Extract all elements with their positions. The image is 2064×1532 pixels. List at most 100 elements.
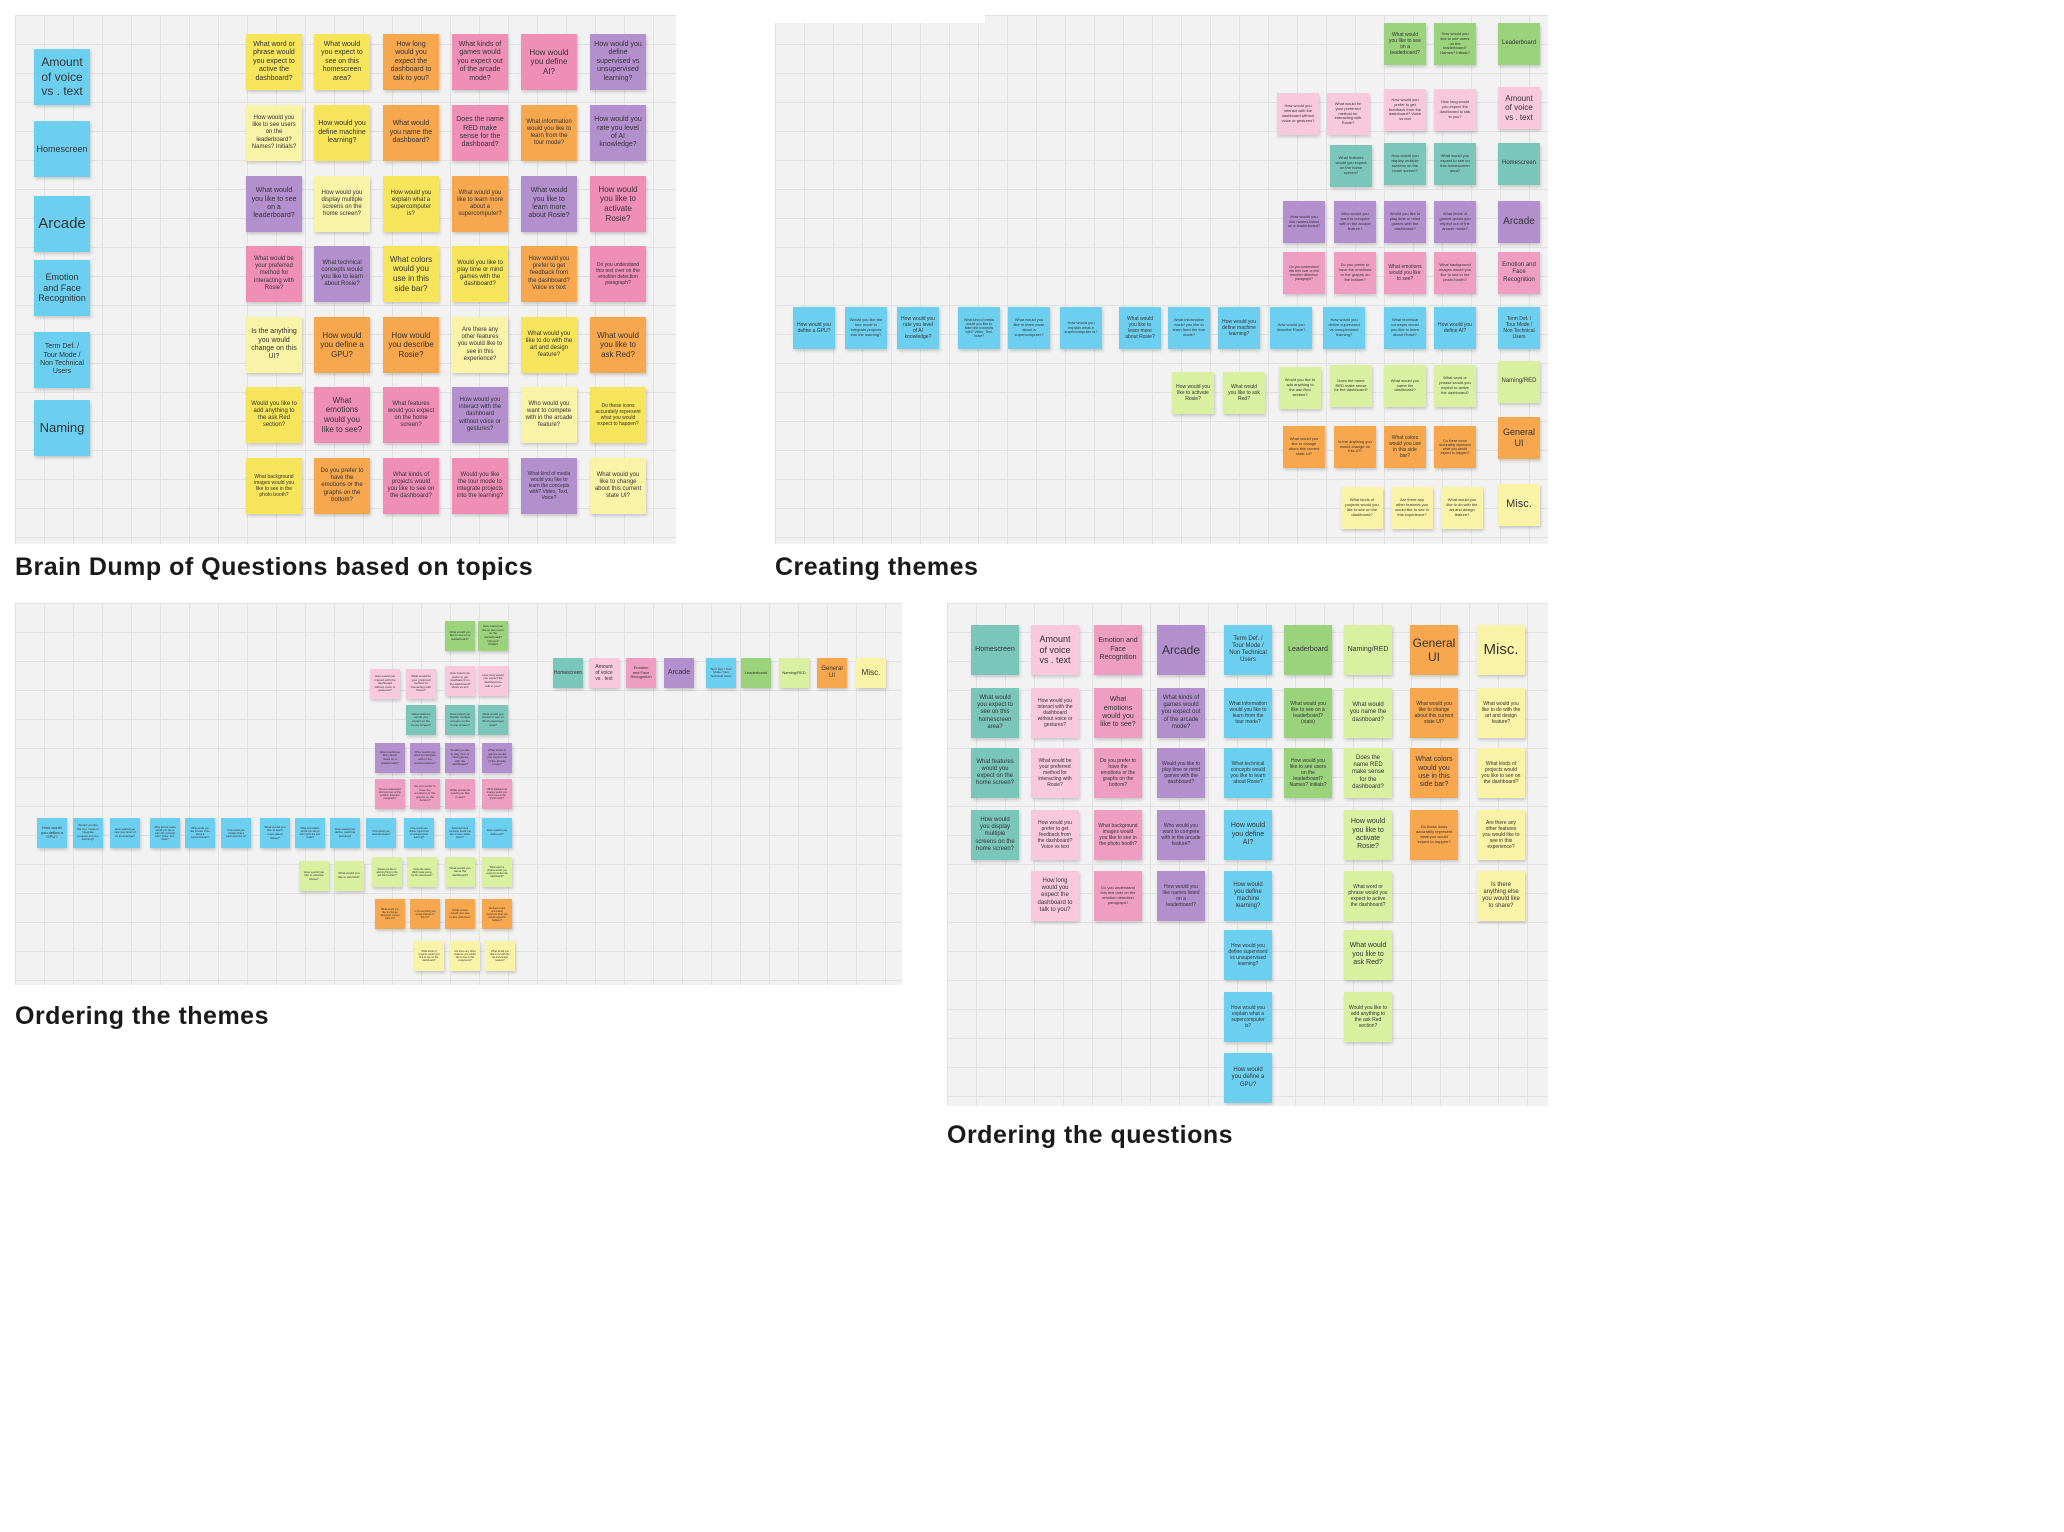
sticky-note[interactable]: How would you explain what a supercomput… <box>221 818 251 848</box>
sticky-note-topic[interactable]: Arcade <box>1157 625 1205 675</box>
sticky-note[interactable]: How would you like to activate Rosie? <box>1344 810 1392 860</box>
sticky-note[interactable]: What background images would you like to… <box>1434 252 1476 294</box>
sticky-note[interactable]: Would you like to play time or mind game… <box>452 246 508 302</box>
sticky-note[interactable]: Would you like to add anything to the as… <box>1279 367 1321 409</box>
sticky-note[interactable]: How would you explain what a supercomput… <box>383 176 439 232</box>
sticky-note[interactable]: Are there any other features you would l… <box>1477 810 1525 860</box>
sticky-note[interactable]: How would you prefer to get feedback fro… <box>1384 89 1426 131</box>
sticky-note[interactable]: What kind of media would you like to lea… <box>958 307 1000 349</box>
sticky-note-topic[interactable]: General UI <box>817 658 847 688</box>
sticky-note[interactable]: What would you like to see on a leaderbo… <box>1384 23 1426 65</box>
sticky-note[interactable]: What background images would you like to… <box>246 458 302 514</box>
sticky-note[interactable]: How would you define AI? <box>521 34 577 90</box>
sticky-note[interactable]: What would you like to change about this… <box>1410 688 1458 738</box>
sticky-note[interactable]: What information would you like to learn… <box>1224 688 1272 738</box>
sticky-note-topic[interactable]: Amount of voice vs . text <box>589 658 619 688</box>
sticky-note[interactable]: What technical concepts would you like t… <box>445 818 475 848</box>
sticky-note[interactable]: What would you like to do with the art a… <box>1441 487 1483 529</box>
sticky-note[interactable]: How would you like names listed on a lea… <box>1157 871 1205 921</box>
sticky-note[interactable]: What would you like to ask Red? <box>334 861 364 891</box>
sticky-note[interactable]: How would you define supervised vs unsup… <box>404 818 434 848</box>
sticky-note[interactable]: Do these icons accurately represent what… <box>1434 426 1476 468</box>
sticky-note[interactable]: What kinds of projects would you like to… <box>414 941 444 971</box>
sticky-note-topic[interactable]: Amount of voice vs . text <box>1031 625 1079 675</box>
sticky-note[interactable]: Would you like to play time or mind game… <box>1384 201 1426 243</box>
sticky-note[interactable]: What would you like to do with the art a… <box>521 317 577 373</box>
sticky-note[interactable]: How would you define a GPU? <box>1224 1053 1272 1103</box>
sticky-note[interactable]: What features would you expect on the ho… <box>1330 145 1372 187</box>
sticky-note[interactable]: Do you understand this text over on the … <box>1094 871 1142 921</box>
sticky-note[interactable]: How would you rate you level of AI knowl… <box>110 818 140 848</box>
sticky-note[interactable]: How would you display multiple screens o… <box>314 176 370 232</box>
sticky-note[interactable]: How would you define machine learning? <box>314 105 370 161</box>
sticky-note[interactable]: How would you display multiple screens o… <box>445 705 475 735</box>
sticky-note-topic[interactable]: General UI <box>1410 625 1458 675</box>
sticky-note-topic[interactable]: Homescreen <box>34 121 90 177</box>
sticky-note[interactable]: Would you like to add anything to the as… <box>1344 992 1392 1042</box>
sticky-note[interactable]: What would you like to learn more about … <box>521 176 577 232</box>
sticky-note-topic[interactable]: Leaderboard <box>741 658 771 688</box>
sticky-note[interactable]: How would you like to activate Rosie? <box>590 176 646 232</box>
sticky-note[interactable]: What kind of media would you like to lea… <box>150 818 180 848</box>
sticky-note[interactable]: How long would you expect the dashboard … <box>478 666 508 696</box>
sticky-note[interactable]: Do you prefer to have the emotions or th… <box>1094 748 1142 798</box>
sticky-note[interactable]: How would you define a GPU? <box>314 317 370 373</box>
sticky-note[interactable]: Is there anything else you would like to… <box>1477 871 1525 921</box>
sticky-note[interactable]: How would you like to see users on the l… <box>1284 748 1332 798</box>
sticky-note[interactable]: What kinds of projects would you like to… <box>1341 487 1383 529</box>
sticky-note[interactable]: How would you interact with the dashboar… <box>452 387 508 443</box>
sticky-note[interactable]: How would you like to see users on the l… <box>246 105 302 161</box>
sticky-note[interactable]: Is the anything you would change on this… <box>410 899 440 929</box>
sticky-note[interactable]: What would be your preferred method for … <box>1327 93 1369 135</box>
sticky-note[interactable]: What information would you like to learn… <box>295 818 325 848</box>
sticky-note[interactable]: How long would you expect the dashboard … <box>1434 89 1476 131</box>
sticky-note-topic[interactable]: Homescreen <box>971 625 1019 675</box>
sticky-note[interactable]: How would you define machine learning? <box>1218 307 1260 349</box>
sticky-note[interactable]: Would you like to add anything to the as… <box>372 857 402 887</box>
sticky-note[interactable]: Do you understand this text over on the … <box>1283 252 1325 294</box>
sticky-note[interactable]: How would you describe Rosie? <box>383 317 439 373</box>
sticky-note[interactable]: Do these icons accurately represent what… <box>590 387 646 443</box>
sticky-note[interactable]: What features would you expect on the ho… <box>406 705 436 735</box>
sticky-note-topic[interactable]: Term Def. / Tour Mode / Non Technical Us… <box>34 332 90 388</box>
sticky-note[interactable]: How would you define supervised vs unsup… <box>1323 307 1365 349</box>
sticky-note[interactable]: How would you define supervised vs unsup… <box>590 34 646 90</box>
sticky-note[interactable]: What emotions would you like to see? <box>445 779 475 809</box>
sticky-note[interactable]: Do these icons accurately represent what… <box>482 899 512 929</box>
sticky-note[interactable]: What word or phrase would you expect to … <box>1344 871 1392 921</box>
sticky-note-topic[interactable]: Leaderboard <box>1284 625 1332 675</box>
sticky-note[interactable]: What kinds of projects would you like to… <box>383 458 439 514</box>
sticky-note[interactable]: Are there any other features you would l… <box>1391 487 1433 529</box>
sticky-note-topic[interactable]: Naming/RED <box>1344 625 1392 675</box>
sticky-note[interactable]: How would you rate you level of AI knowl… <box>897 307 939 349</box>
sticky-note[interactable]: What would you name the dashboard? <box>383 105 439 161</box>
sticky-note-topic[interactable]: Naming <box>34 400 90 456</box>
sticky-note[interactable]: What technical concepts would you like t… <box>1224 748 1272 798</box>
sticky-note[interactable]: What would you like to learn more about … <box>185 818 215 848</box>
sticky-note[interactable]: How would you like to see users on the l… <box>478 621 508 651</box>
sticky-note[interactable]: How would you prefer to get feedback fro… <box>521 246 577 302</box>
sticky-note[interactable]: What kinds of games would you expect out… <box>1434 201 1476 243</box>
sticky-note[interactable]: Who would you want to compete with in th… <box>1157 810 1205 860</box>
sticky-note[interactable]: What colors would you use in this side b… <box>1410 748 1458 798</box>
sticky-note[interactable]: Do you prefer to have the emotions or th… <box>1334 252 1376 294</box>
sticky-note[interactable]: What colors would you use in this side b… <box>383 246 439 302</box>
sticky-note[interactable]: How would you interact with the dashboar… <box>1031 688 1079 738</box>
sticky-note[interactable]: What information would you like to learn… <box>1168 307 1210 349</box>
sticky-note[interactable]: What kinds of projects would you like to… <box>1477 748 1525 798</box>
sticky-note[interactable]: What would you like to change about this… <box>590 458 646 514</box>
sticky-note-topic[interactable]: Amount of voice vs . text <box>34 49 90 105</box>
sticky-note-topic[interactable]: Emotion and Face Recognition <box>626 658 656 688</box>
sticky-note[interactable]: How would you like to activate Rosie? <box>299 861 329 891</box>
sticky-note-topic[interactable]: Naming/RED <box>779 658 809 688</box>
sticky-note-topic[interactable]: Naming/RED <box>1498 361 1540 403</box>
sticky-note[interactable]: Is the anything you would change on this… <box>1334 426 1376 468</box>
sticky-note[interactable]: Does the name RED make sense for the das… <box>407 857 437 887</box>
sticky-note[interactable]: What would you expect to see on this hom… <box>1434 143 1476 185</box>
sticky-note[interactable]: What would you like to see on a leaderbo… <box>246 176 302 232</box>
sticky-note[interactable]: How would you like names listed on a lea… <box>1283 201 1325 243</box>
sticky-note[interactable]: What would you expect to see on this hom… <box>971 688 1019 738</box>
sticky-note-topic[interactable]: Misc. <box>856 658 886 688</box>
sticky-note[interactable]: Is the anything you would change on this… <box>246 317 302 373</box>
sticky-note-topic[interactable]: Misc. <box>1498 484 1540 526</box>
